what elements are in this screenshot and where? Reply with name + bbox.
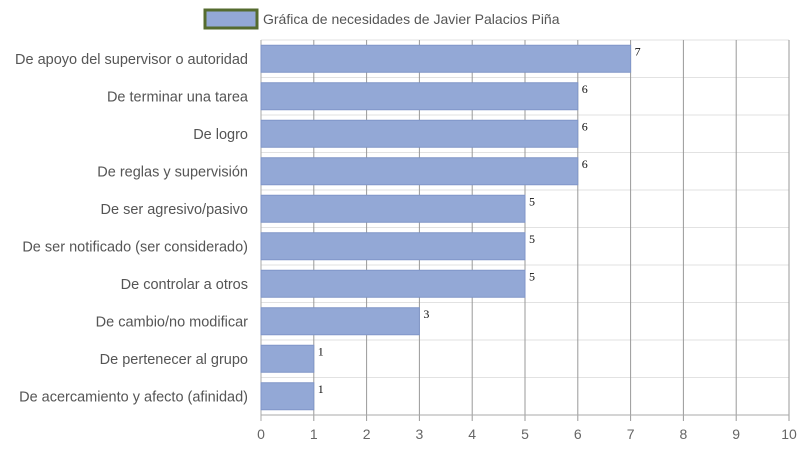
bar [260,194,526,223]
bar [260,269,526,298]
data-label: 6 [582,119,588,133]
data-label: 5 [529,269,535,283]
x-tick-label: 10 [781,426,797,442]
bars [260,44,632,411]
category-label: De apoyo del supervisor o autoridad [15,52,248,68]
x-tick-label: 3 [416,426,424,442]
data-label: 1 [318,344,324,358]
category-label: De acercamiento y afecto (afinidad) [19,389,248,405]
data-label: 5 [529,232,535,246]
bar [260,382,315,411]
data-label: 6 [582,157,588,171]
bar [260,44,632,73]
category-label: De terminar una tarea [107,89,249,105]
bar [260,307,420,336]
data-label: 7 [635,44,641,58]
legend: Gráfica de necesidades de Javier Palacio… [203,8,560,30]
category-labels: De apoyo del supervisor o autoridad De te… [15,52,249,406]
x-tick-label: 7 [627,426,635,442]
data-labels: 7 6 6 6 5 5 5 3 1 1 [318,44,641,396]
category-label: De cambio/no modificar [96,314,248,330]
x-tick-label: 4 [468,426,476,442]
category-label: De controlar a otros [121,277,248,293]
bar [260,232,526,261]
category-label: De reglas y supervisión [97,164,248,180]
data-label: 1 [318,382,324,396]
category-label: De logro [193,127,248,143]
category-label: De ser notificado (ser considerado) [22,239,248,255]
x-tick-label: 0 [257,426,265,442]
x-tick-label: 2 [363,426,371,442]
category-label: De pertenecer al grupo [100,352,248,368]
category-label: De ser agresivo/pasivo [101,202,249,218]
data-label: 5 [529,194,535,208]
bar [260,157,579,186]
x-tick-label: 1 [310,426,318,442]
legend-label: Gráfica de necesidades de Javier Palacio… [263,11,560,27]
bar [260,119,579,148]
x-tick-label: 8 [680,426,688,442]
bar [260,82,579,111]
data-label: 6 [582,82,588,96]
legend-swatch [203,8,259,30]
x-tick-label: 6 [574,426,582,442]
data-label: 3 [423,307,429,321]
bar [260,344,315,373]
x-tick-label: 9 [732,426,740,442]
x-axis-ticks: 0 1 2 3 4 5 6 7 8 9 10 [257,426,797,442]
x-tick-label: 5 [521,426,529,442]
